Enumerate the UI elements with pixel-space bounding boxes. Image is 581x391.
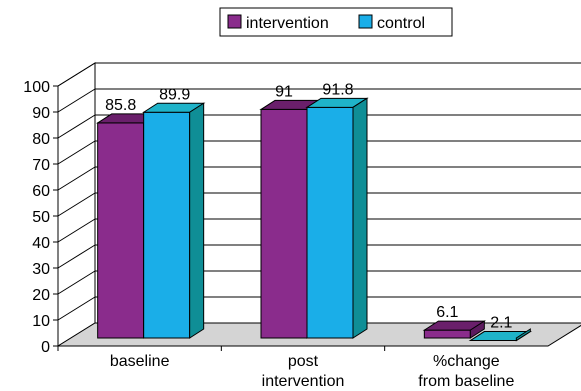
gridline-depth xyxy=(57,62,96,87)
legend-label: intervention xyxy=(246,15,329,32)
y-tick-label: 30 xyxy=(32,261,50,278)
y-tick-label: 60 xyxy=(32,183,50,200)
legend-swatch xyxy=(227,14,242,29)
gridline-depth xyxy=(57,114,96,139)
legend-swatch xyxy=(358,14,373,29)
x-tick-label: baseline xyxy=(110,353,170,370)
bar-side-intervention xyxy=(469,320,485,339)
gridline-depth xyxy=(57,218,96,243)
y-tick-label: 0 xyxy=(41,339,50,356)
x-tick-label: post xyxy=(288,353,319,370)
y-tick-label: 40 xyxy=(32,235,50,252)
legend: intervention control xyxy=(219,7,453,37)
gridline-depth xyxy=(57,270,96,295)
data-label: 2.1 xyxy=(490,315,512,332)
y-tick-label: 100 xyxy=(23,79,50,96)
x-tick-label: intervention xyxy=(262,373,345,390)
gridline-depth xyxy=(57,244,96,269)
bar-side-control xyxy=(515,328,531,342)
bar-control xyxy=(143,111,191,339)
bar-intervention xyxy=(260,108,308,339)
gridline-depth xyxy=(57,88,96,113)
y-tick-label: 10 xyxy=(32,313,50,330)
bar-intervention xyxy=(423,329,471,339)
gridline-depth xyxy=(57,296,96,321)
y-tick-label: 70 xyxy=(32,157,50,174)
bar-intervention xyxy=(97,122,145,339)
y-tick-label: 80 xyxy=(32,131,50,148)
bar-control xyxy=(306,106,354,339)
x-tick-label: from baseline xyxy=(418,373,514,390)
legend-box xyxy=(219,7,453,37)
data-label: 91 xyxy=(275,83,293,100)
y-tick-label: 50 xyxy=(32,209,50,226)
gridline-depth xyxy=(57,140,96,165)
x-tick-label: %change xyxy=(433,353,500,370)
legend-label: control xyxy=(377,15,425,32)
bars: 85.8 89.9 91 91.8 6.1 2.1 xyxy=(95,81,533,342)
bar-side-control xyxy=(189,102,205,339)
gridline-depth xyxy=(57,166,96,191)
y-tick-label: 20 xyxy=(32,287,50,304)
data-label: 91.8 xyxy=(322,81,353,98)
data-label: 85.8 xyxy=(105,97,136,114)
data-label: 6.1 xyxy=(436,304,458,321)
gridline-depth xyxy=(57,192,96,217)
data-label: 89.9 xyxy=(159,86,190,103)
y-tick-label: 90 xyxy=(32,105,50,122)
bar-side-control xyxy=(352,97,368,339)
